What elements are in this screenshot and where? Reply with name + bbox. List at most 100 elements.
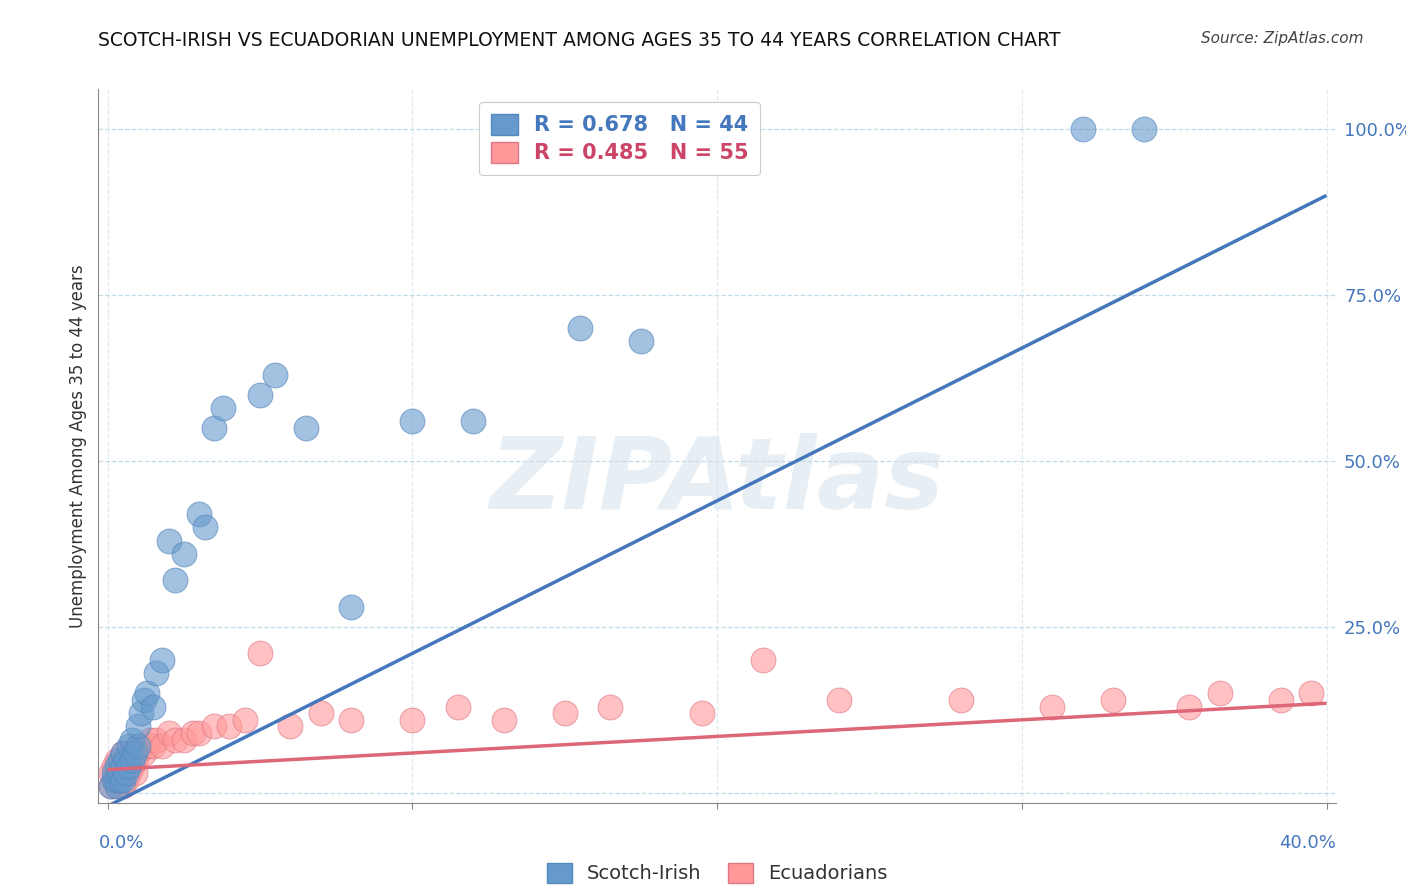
Point <box>108 772 131 787</box>
Legend: Scotch-Irish, Ecuadorians: Scotch-Irish, Ecuadorians <box>540 855 894 890</box>
Point <box>249 647 271 661</box>
Point <box>630 334 652 349</box>
Point <box>134 746 156 760</box>
Point <box>142 699 165 714</box>
Point <box>111 772 134 787</box>
Point <box>194 520 217 534</box>
Point <box>111 779 134 793</box>
Point <box>218 719 240 733</box>
Point <box>136 739 159 754</box>
Point <box>115 772 138 787</box>
Point <box>103 759 125 773</box>
Point <box>249 387 271 401</box>
Point <box>447 699 470 714</box>
Point <box>212 401 235 415</box>
Point <box>1270 693 1292 707</box>
Point <box>163 574 186 588</box>
Point <box>554 706 576 721</box>
Point <box>111 766 134 780</box>
Point <box>124 746 146 760</box>
Point <box>124 766 146 780</box>
Point <box>752 653 775 667</box>
Text: 40.0%: 40.0% <box>1279 834 1336 852</box>
Point <box>202 421 225 435</box>
Point <box>129 739 152 754</box>
Point <box>233 713 256 727</box>
Point <box>105 772 128 787</box>
Text: SCOTCH-IRISH VS ECUADORIAN UNEMPLOYMENT AMONG AGES 35 TO 44 YEARS CORRELATION CH: SCOTCH-IRISH VS ECUADORIAN UNEMPLOYMENT … <box>98 31 1062 50</box>
Point <box>401 713 423 727</box>
Point <box>157 726 180 740</box>
Point <box>492 713 515 727</box>
Point <box>1209 686 1232 700</box>
Point <box>163 732 186 747</box>
Point <box>100 779 122 793</box>
Point <box>115 766 138 780</box>
Point <box>1301 686 1323 700</box>
Point <box>118 753 141 767</box>
Point <box>145 732 167 747</box>
Text: 0.0%: 0.0% <box>98 834 143 852</box>
Point <box>108 753 131 767</box>
Point <box>118 759 141 773</box>
Point <box>103 766 125 780</box>
Point <box>690 706 713 721</box>
Point <box>121 746 143 760</box>
Point <box>118 739 141 754</box>
Point <box>340 599 363 614</box>
Point <box>173 732 195 747</box>
Point <box>127 739 149 754</box>
Point <box>340 713 363 727</box>
Point <box>1040 699 1063 714</box>
Point <box>1132 122 1154 136</box>
Point <box>127 746 149 760</box>
Point <box>145 666 167 681</box>
Point <box>111 746 134 760</box>
Point <box>139 732 162 747</box>
Point <box>134 693 156 707</box>
Point <box>280 719 302 733</box>
Point <box>188 507 211 521</box>
Point <box>949 693 972 707</box>
Point <box>115 753 138 767</box>
Point <box>568 321 591 335</box>
Point <box>118 766 141 780</box>
Y-axis label: Unemployment Among Ages 35 to 44 years: Unemployment Among Ages 35 to 44 years <box>69 264 87 628</box>
Point <box>115 759 138 773</box>
Point <box>463 414 485 428</box>
Point <box>100 766 122 780</box>
Point <box>401 414 423 428</box>
Point <box>105 766 128 780</box>
Point <box>103 772 125 787</box>
Point <box>111 759 134 773</box>
Point <box>136 686 159 700</box>
Point <box>1102 693 1125 707</box>
Point <box>1071 122 1094 136</box>
Point <box>121 753 143 767</box>
Point <box>127 719 149 733</box>
Point <box>152 739 174 754</box>
Point <box>202 719 225 733</box>
Point <box>142 739 165 754</box>
Point <box>100 779 122 793</box>
Text: ZIPAtlas: ZIPAtlas <box>489 434 945 530</box>
Point <box>309 706 332 721</box>
Point <box>152 653 174 667</box>
Point <box>264 368 287 382</box>
Point <box>599 699 621 714</box>
Point <box>121 759 143 773</box>
Point <box>129 706 152 721</box>
Point <box>294 421 316 435</box>
Point <box>1178 699 1201 714</box>
Point <box>105 759 128 773</box>
Point <box>105 779 128 793</box>
Point <box>157 533 180 548</box>
Point <box>181 726 204 740</box>
Point <box>188 726 211 740</box>
Point <box>105 753 128 767</box>
Point <box>105 779 128 793</box>
Point <box>108 759 131 773</box>
Point <box>108 772 131 787</box>
Point <box>173 547 195 561</box>
Point <box>103 772 125 787</box>
